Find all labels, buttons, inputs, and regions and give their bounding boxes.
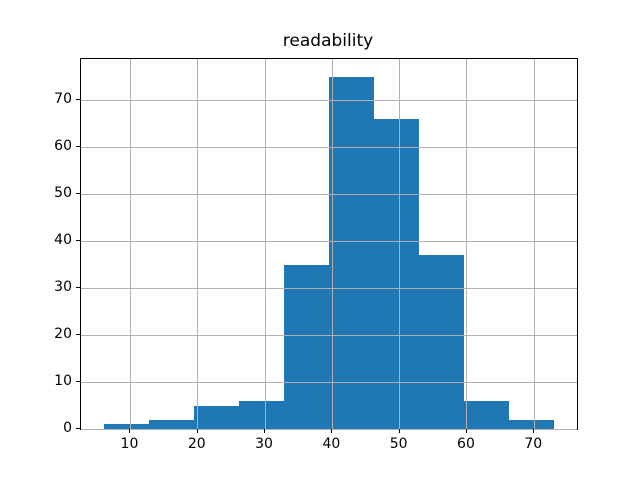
x-tick-mark-30 bbox=[264, 429, 266, 433]
x-tick-mark-50 bbox=[398, 429, 400, 433]
y-tick-mark-0 bbox=[76, 428, 80, 429]
y-tick-label-0: 0 bbox=[63, 420, 72, 436]
y-tick-mark-40 bbox=[76, 240, 80, 242]
y-tick-label-30: 30 bbox=[54, 279, 72, 296]
x-tick-mark-10 bbox=[129, 429, 131, 433]
gridline-x-20 bbox=[197, 59, 199, 429]
gridline-x-50 bbox=[399, 59, 401, 429]
x-tick-mark-20 bbox=[196, 429, 198, 433]
hist-bar bbox=[464, 400, 510, 429]
y-tick-label-10: 10 bbox=[54, 373, 72, 390]
gridline-y-60 bbox=[81, 146, 577, 148]
hist-bar bbox=[103, 424, 149, 429]
hist-bar bbox=[374, 118, 420, 429]
gridline-x-40 bbox=[331, 59, 333, 429]
y-tick-mark-70 bbox=[76, 99, 80, 101]
gridline-x-60 bbox=[466, 59, 468, 429]
x-tick-label-30: 30 bbox=[255, 436, 273, 452]
plot-area bbox=[80, 58, 578, 430]
x-tick-label-20: 20 bbox=[187, 436, 206, 452]
hist-bar bbox=[509, 419, 555, 429]
y-tick-label-40: 40 bbox=[54, 232, 72, 249]
gridline-y-30 bbox=[81, 287, 577, 289]
gridline-y-40 bbox=[81, 240, 577, 242]
y-tick-mark-20 bbox=[76, 334, 80, 336]
bars-layer bbox=[81, 59, 577, 429]
gridline-x-70 bbox=[533, 59, 535, 429]
gridline-y-70 bbox=[81, 99, 577, 101]
gridline-x-10 bbox=[129, 59, 131, 429]
y-tick-mark-60 bbox=[76, 146, 80, 148]
x-tick-label-50: 50 bbox=[389, 436, 408, 452]
gridline-y-10 bbox=[81, 381, 577, 383]
y-tick-mark-30 bbox=[76, 287, 80, 289]
gridline-y-20 bbox=[81, 334, 577, 336]
gridline-y-50 bbox=[81, 193, 577, 195]
y-tick-label-20: 20 bbox=[54, 326, 72, 343]
y-tick-label-60: 60 bbox=[54, 138, 72, 155]
y-tick-label-50: 50 bbox=[54, 185, 72, 202]
x-tick-mark-40 bbox=[331, 429, 333, 433]
hist-bar bbox=[419, 255, 465, 429]
gridline-x-30 bbox=[264, 59, 266, 429]
y-tick-mark-50 bbox=[76, 193, 80, 195]
grid-layer bbox=[81, 59, 577, 430]
hist-bar bbox=[283, 264, 329, 429]
x-tick-label-40: 40 bbox=[322, 436, 341, 452]
hist-bar bbox=[148, 419, 194, 429]
hist-bar bbox=[193, 405, 239, 429]
hist-bar bbox=[238, 400, 284, 429]
chart-title: readability bbox=[282, 31, 374, 51]
gridline-y-0 bbox=[81, 428, 577, 430]
x-tick-label-60: 60 bbox=[457, 436, 475, 452]
hist-bar bbox=[329, 76, 375, 429]
y-tick-mark-10 bbox=[76, 381, 80, 383]
x-tick-mark-60 bbox=[465, 429, 467, 433]
x-tick-label-10: 10 bbox=[120, 436, 139, 452]
y-tick-label-70: 70 bbox=[54, 91, 72, 108]
x-tick-label-70: 70 bbox=[524, 436, 543, 452]
x-tick-mark-70 bbox=[533, 429, 535, 433]
